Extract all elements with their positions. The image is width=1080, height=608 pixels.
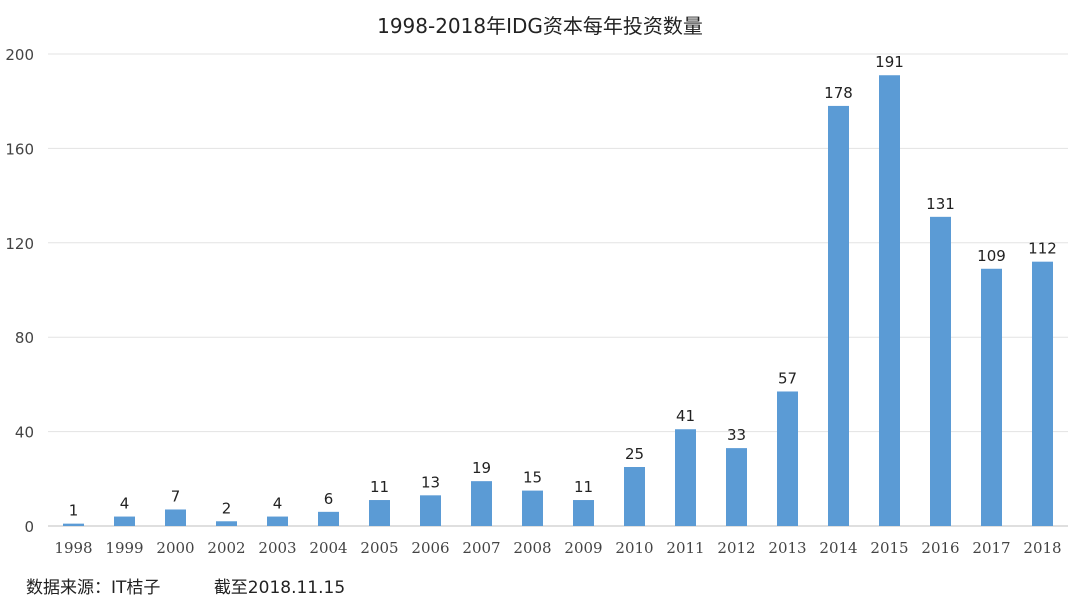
data-label: 6 bbox=[324, 490, 334, 508]
x-tick-label: 1999 bbox=[105, 539, 143, 557]
bar-2003 bbox=[267, 516, 288, 526]
x-tick-label: 2016 bbox=[921, 539, 959, 557]
data-label: 7 bbox=[171, 487, 181, 505]
bar-1999 bbox=[114, 516, 135, 526]
data-label: 178 bbox=[824, 84, 853, 102]
bar-2005 bbox=[369, 500, 390, 526]
data-label: 41 bbox=[676, 407, 695, 425]
data-label: 11 bbox=[574, 478, 593, 496]
y-tick-label: 160 bbox=[5, 140, 34, 158]
data-label: 15 bbox=[523, 469, 542, 487]
bar-2014 bbox=[828, 105, 849, 527]
y-tick-label: 40 bbox=[15, 424, 34, 442]
x-tick-label: 2014 bbox=[819, 539, 857, 557]
x-tick-label: 2012 bbox=[717, 539, 755, 557]
data-label: 19 bbox=[472, 459, 491, 477]
data-label: 25 bbox=[625, 445, 644, 463]
bar-2010 bbox=[624, 467, 645, 526]
x-tick-label: 2010 bbox=[615, 539, 653, 557]
y-tick-label: 200 bbox=[5, 46, 34, 64]
x-tick-label: 2009 bbox=[564, 539, 602, 557]
data-label: 11 bbox=[370, 478, 389, 496]
data-label: 2 bbox=[222, 499, 232, 517]
data-label: 57 bbox=[778, 369, 797, 387]
chart-footer: 数据来源：IT桔子 截至2018.11.15 bbox=[26, 573, 345, 598]
y-tick-label: 80 bbox=[15, 329, 34, 347]
x-tick-label: 2018 bbox=[1023, 539, 1061, 557]
bar-2015 bbox=[879, 75, 900, 527]
x-tick-label: 2002 bbox=[207, 539, 245, 557]
bar-2011 bbox=[675, 429, 696, 526]
x-tick-label: 2013 bbox=[768, 539, 806, 557]
x-tick-label: 1998 bbox=[54, 539, 92, 557]
y-tick-label: 0 bbox=[24, 518, 34, 536]
bar-1998 bbox=[63, 523, 84, 526]
bar-2000 bbox=[165, 509, 186, 526]
as-of-date-note: 截至2018.11.15 bbox=[213, 578, 346, 598]
x-tick-label: 2005 bbox=[360, 539, 398, 557]
chart-title: 1998-2018年IDG资本每年投资数量 bbox=[377, 14, 703, 38]
x-tick-label: 2017 bbox=[972, 539, 1010, 557]
y-tick-label: 120 bbox=[5, 235, 34, 253]
data-label: 109 bbox=[977, 247, 1006, 265]
x-tick-label: 2006 bbox=[411, 539, 449, 557]
x-tick-label: 2007 bbox=[462, 539, 500, 557]
data-label: 4 bbox=[120, 495, 130, 513]
data-label: 112 bbox=[1028, 240, 1057, 258]
bar-2013 bbox=[777, 391, 798, 526]
data-label: 33 bbox=[727, 426, 746, 444]
bar-2007 bbox=[471, 481, 492, 526]
data-label: 4 bbox=[273, 495, 283, 513]
bar-2017 bbox=[981, 268, 1002, 526]
data-label: 191 bbox=[875, 53, 904, 71]
bar-2012 bbox=[726, 448, 747, 526]
x-tick-label: 2003 bbox=[258, 539, 296, 557]
x-tick-label: 2015 bbox=[870, 539, 908, 557]
data-source-note: 数据来源：IT桔子 bbox=[26, 578, 161, 598]
bar-2004 bbox=[318, 511, 339, 526]
x-tick-label: 2004 bbox=[309, 539, 347, 557]
bar-2016 bbox=[930, 216, 951, 526]
data-label: 13 bbox=[421, 473, 440, 491]
bar-2008 bbox=[522, 490, 543, 526]
bar-2006 bbox=[420, 495, 441, 526]
x-tick-label: 2011 bbox=[666, 539, 704, 557]
x-tick-label: 2000 bbox=[156, 539, 194, 557]
bar-2002 bbox=[216, 521, 237, 526]
x-tick-label: 2008 bbox=[513, 539, 551, 557]
data-label: 131 bbox=[926, 195, 955, 213]
bar-2009 bbox=[573, 500, 594, 526]
bar-2018 bbox=[1032, 261, 1053, 526]
data-label: 1 bbox=[69, 502, 79, 520]
